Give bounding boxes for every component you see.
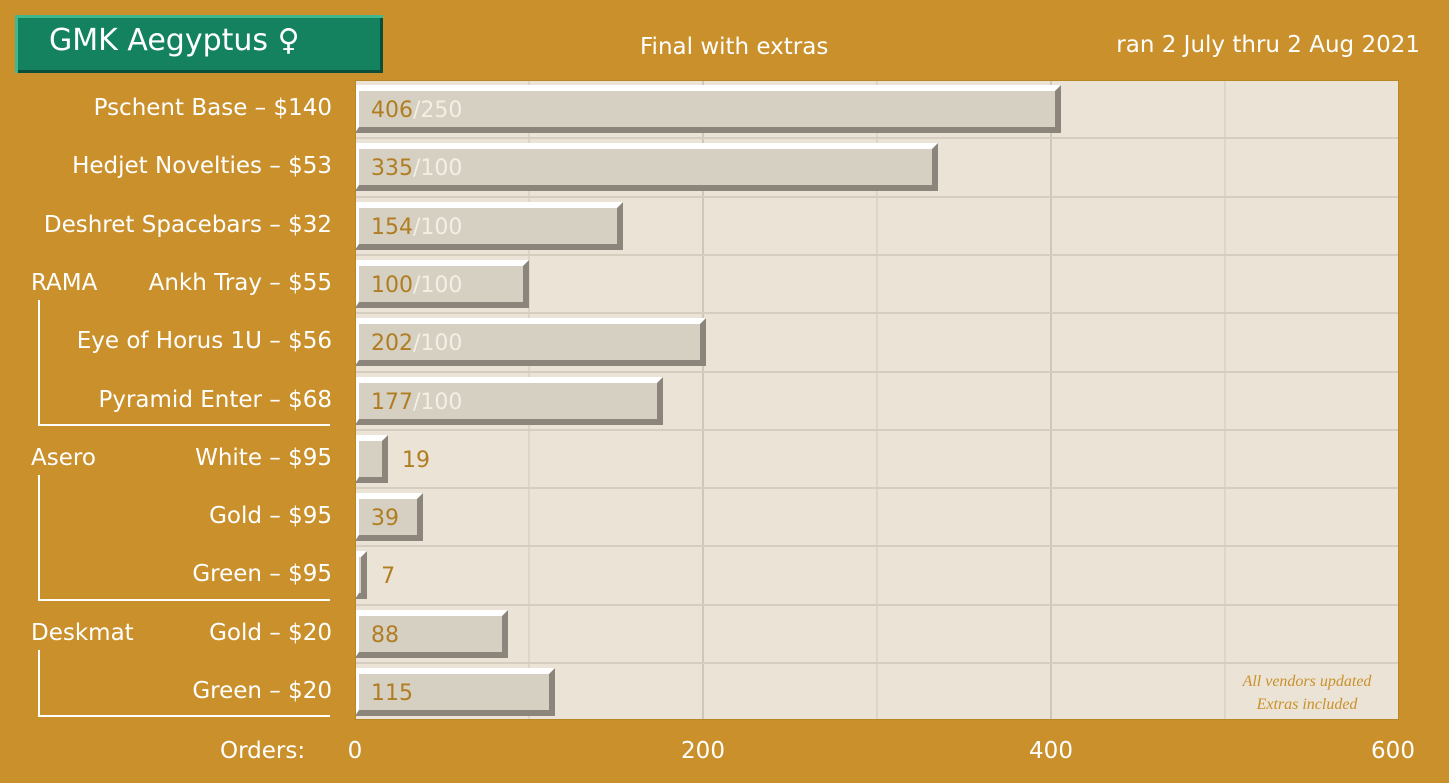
- bar: [355, 143, 938, 192]
- gridline-horizontal: [355, 428, 1399, 431]
- bar-value-label: 7: [381, 565, 395, 589]
- category-label: Green – $95: [192, 561, 332, 588]
- bar: [355, 259, 529, 308]
- group-bracket: [38, 299, 40, 426]
- gridline-vertical: [702, 80, 704, 720]
- bar: [355, 201, 623, 250]
- bar: [355, 318, 707, 367]
- group-label: Asero: [31, 444, 96, 471]
- bar-value: 7: [381, 564, 396, 590]
- annotation-line-1: All vendors updated: [1242, 673, 1372, 690]
- group-bracket-base: [38, 423, 330, 426]
- bar: [355, 85, 1062, 133]
- bar-value-label: 88: [371, 622, 399, 648]
- bar: [355, 609, 509, 658]
- annotation-line-2: Extras included: [1256, 696, 1358, 713]
- bar: [355, 434, 389, 483]
- category-label: Deshret Spacebars – $32: [43, 211, 332, 238]
- bar-value: 177: [371, 389, 413, 415]
- category-label: Ankh Tray – $55: [148, 269, 332, 296]
- bar-value-label: 177/100: [371, 389, 463, 415]
- category-label: Pyramid Enter – $68: [98, 386, 333, 413]
- bar-target: /100: [413, 214, 463, 240]
- bar-value: 88: [371, 622, 399, 648]
- group-label: RAMA: [31, 269, 98, 296]
- category-label: Pschent Base – $140: [93, 95, 332, 121]
- gridline-vertical: [1050, 80, 1052, 720]
- x-tick-label: 0: [347, 738, 363, 764]
- bar-value: 406: [371, 98, 413, 123]
- category-label: Green – $20: [192, 678, 332, 704]
- bar-value: 39: [371, 506, 399, 532]
- chart-subtitle: Final with extras: [640, 34, 829, 60]
- bar: [355, 668, 556, 716]
- gridline-horizontal: [355, 487, 1399, 490]
- category-label: Gold – $95: [209, 503, 332, 530]
- x-tick-label: 200: [681, 738, 725, 764]
- bar-value-label: 39: [371, 507, 399, 531]
- bar-value-label: 406/250: [371, 99, 462, 123]
- bar-value-label: 154/100: [371, 214, 463, 240]
- gridline-horizontal: [355, 545, 1399, 548]
- category-label: Gold – $20: [209, 619, 332, 646]
- category-label: Hedjet Novelties – $53: [72, 153, 332, 180]
- bar-target: /100: [413, 156, 463, 182]
- bar-value: 154: [371, 214, 413, 240]
- gridline-horizontal: [355, 370, 1399, 373]
- gridline-horizontal: [355, 195, 1399, 198]
- bar-value: 335: [371, 156, 413, 182]
- bar-target: /100: [413, 389, 463, 415]
- bar-value-label: 202/100: [371, 332, 462, 356]
- bar: [355, 551, 368, 600]
- bar-value: 115: [371, 681, 413, 706]
- bar-value: 100: [371, 272, 413, 298]
- gridline-vertical: [876, 80, 878, 720]
- group-bracket-base: [38, 598, 330, 601]
- bar-value: 19: [402, 447, 431, 473]
- chart-title: GMK Aegyptus ♀: [49, 23, 300, 58]
- annotation-note: All vendors updated Extras included: [1232, 670, 1382, 716]
- bar-value-label: 115: [371, 682, 413, 706]
- gridline-horizontal: [355, 662, 1399, 664]
- bar-target: /100: [413, 272, 463, 298]
- bar-target: /100: [413, 331, 463, 357]
- plot-area: 406/250 335/100 154/100 100/100 202/100 177/1…: [355, 80, 1399, 720]
- bar: [355, 376, 663, 425]
- bar-target: /250: [413, 98, 463, 123]
- x-tick-label: 400: [1029, 738, 1073, 764]
- bar: [355, 493, 423, 542]
- gridline-horizontal: [355, 253, 1399, 256]
- gridline-horizontal: [355, 137, 1399, 140]
- bar-value-label: 100/100: [371, 272, 463, 298]
- group-bracket: [38, 649, 40, 718]
- date-range: ran 2 July thru 2 Aug 2021: [1116, 32, 1420, 58]
- category-label: Eye of Horus 1U – $56: [76, 328, 332, 355]
- category-label: White – $95: [195, 444, 332, 471]
- bar-value-label: 335/100: [371, 157, 462, 181]
- gridline-horizontal: [355, 603, 1399, 606]
- gridline-horizontal: [355, 312, 1399, 315]
- x-tick-label: 600: [1371, 738, 1415, 764]
- group-label: Deskmat: [31, 619, 134, 646]
- gridline-vertical: [1224, 80, 1226, 720]
- group-bracket: [38, 474, 40, 601]
- bar-value-label: 19: [402, 447, 431, 473]
- group-bracket-base: [38, 715, 330, 718]
- title-banner: GMK Aegyptus ♀: [15, 15, 383, 73]
- bar-value: 202: [371, 331, 413, 357]
- x-axis-label: Orders:: [220, 738, 306, 764]
